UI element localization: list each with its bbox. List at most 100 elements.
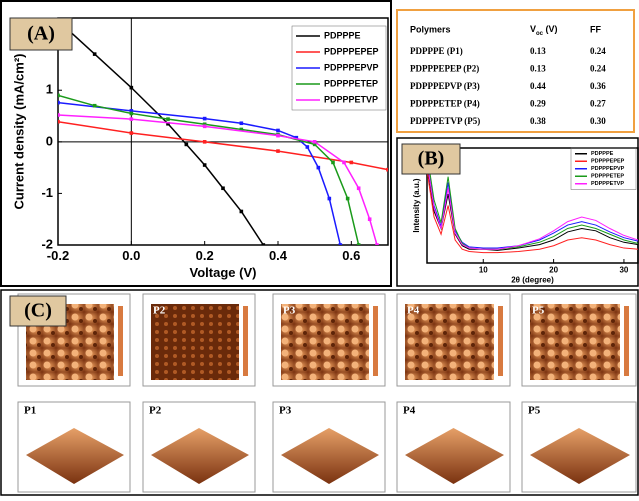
- series-marker: [185, 143, 189, 147]
- y-tick-label: 0: [46, 133, 53, 148]
- table-cell: 0.36: [590, 81, 606, 91]
- series-marker: [130, 112, 134, 116]
- table-cell: PDPPPETEP (P4): [410, 99, 480, 109]
- series-marker: [130, 86, 134, 90]
- series-marker: [276, 149, 280, 153]
- legend-label: PDPPPEPVP: [591, 166, 625, 172]
- afm-scale: [243, 306, 248, 376]
- plots: -0.20.00.20.40.6-2-1012Voltage (V)Curren…: [11, 18, 638, 285]
- table-cell: 0.24: [590, 64, 606, 74]
- series-marker: [203, 163, 207, 167]
- series-marker: [368, 217, 372, 221]
- table-cell: 0.27: [590, 99, 606, 109]
- series-marker: [166, 117, 170, 121]
- table-cell: PDPPPETVP (P5): [410, 116, 480, 126]
- afm-label: P2: [153, 305, 166, 317]
- series-marker: [276, 134, 280, 138]
- legend-label: PDPPPETVP: [591, 181, 624, 187]
- series-marker: [328, 197, 332, 201]
- x-tick-label: 30: [619, 265, 628, 274]
- series-marker: [317, 166, 321, 170]
- series-marker: [221, 186, 225, 190]
- panel-label: (B): [418, 148, 445, 170]
- afm-label: P4: [403, 405, 416, 417]
- series-marker: [313, 140, 317, 144]
- legend-label: PDPPPETEP: [324, 78, 378, 88]
- series-marker: [130, 117, 134, 121]
- y-tick-label: -1: [41, 185, 53, 200]
- series-marker: [350, 161, 354, 165]
- legend-label: PDPPPETVP: [324, 94, 378, 104]
- series-marker: [276, 129, 280, 133]
- afm-label: P1: [24, 405, 36, 417]
- series-marker: [306, 145, 310, 149]
- series-marker: [56, 120, 60, 124]
- legend-label: PDPPPEPEP: [591, 159, 625, 165]
- series-marker: [342, 161, 346, 165]
- series-line: [58, 21, 263, 245]
- series-marker: [357, 243, 361, 247]
- series-marker: [203, 140, 207, 144]
- y-tick-label: -2: [41, 236, 53, 251]
- afm-label: P5: [528, 405, 541, 417]
- legend-label: PDPPPE: [324, 30, 361, 40]
- afm-scale: [373, 306, 378, 376]
- x-axis-label: 2θ (degree): [511, 276, 554, 285]
- table-cell: PDPPPE (P1): [410, 46, 463, 56]
- afm-scale: [118, 306, 123, 376]
- x-axis-label: Voltage (V): [190, 265, 257, 280]
- table-cell: PDPPPEPEP (P2): [410, 64, 479, 74]
- chart: -0.20.00.20.40.6-2-1012Voltage (V)Curren…: [11, 18, 389, 280]
- x-tick-label: 20: [549, 265, 558, 274]
- table-cell: 0.30: [590, 116, 606, 126]
- series-marker: [339, 243, 343, 247]
- legend-label: PDPPPEPVP: [324, 62, 379, 72]
- table-cell: 0.29: [530, 99, 546, 109]
- table-header: FF: [590, 24, 601, 34]
- table-header-part: (V): [543, 24, 558, 34]
- series-marker: [375, 243, 379, 247]
- series-marker: [203, 117, 207, 121]
- series-marker: [203, 125, 207, 129]
- table-cell: 0.13: [530, 64, 546, 74]
- series-marker: [56, 94, 60, 98]
- series-marker: [262, 243, 266, 247]
- table-cell: 0.13: [530, 46, 546, 56]
- table-cell: PDPPPEPVP (P3): [410, 81, 480, 91]
- series-marker: [357, 186, 361, 190]
- series-marker: [56, 101, 60, 105]
- series-line: [58, 115, 377, 245]
- afm-scale: [498, 306, 503, 376]
- legend-label: PDPPPEPEP: [324, 46, 379, 56]
- page: {"panel_labels": ["(A)", "(B)", "(C)"], …: [0, 0, 639, 501]
- series-marker: [346, 197, 350, 201]
- afm-scale: [624, 306, 629, 376]
- series-marker: [56, 113, 60, 117]
- series-marker: [386, 168, 390, 172]
- series-marker: [130, 131, 134, 135]
- afm-label: P4: [407, 305, 420, 317]
- series-marker: [331, 161, 335, 165]
- y-tick-label: 1: [46, 82, 53, 97]
- table-header: Polymers: [410, 24, 451, 34]
- series-marker: [240, 121, 244, 125]
- afm-label: P5: [532, 305, 545, 317]
- panel-label: (C): [24, 300, 52, 322]
- series-marker: [93, 52, 97, 56]
- table: PolymersVoc (V)FFPDPPPE (P1)0.130.24PDPP…: [410, 24, 606, 126]
- figure: P1P2P2P3P3P4P4P5P5 PolymersVoc (V)FFPDPP…: [0, 0, 639, 496]
- afm-label: P3: [279, 405, 292, 417]
- table-cell: 0.24: [590, 46, 606, 56]
- y-axis-label: Intensity (a.u.): [412, 178, 421, 233]
- panel-label: (A): [27, 23, 55, 45]
- x-tick-label: 0.4: [269, 248, 288, 263]
- series-marker: [240, 210, 244, 214]
- series-marker: [93, 104, 97, 108]
- x-tick-label: 10: [479, 265, 488, 274]
- x-tick-label: 0.0: [122, 248, 140, 263]
- x-tick-label: 0.2: [196, 248, 214, 263]
- x-tick-label: 0.6: [342, 248, 360, 263]
- table-cell: 0.44: [530, 81, 546, 91]
- legend-label: PDPPPETEP: [591, 174, 624, 180]
